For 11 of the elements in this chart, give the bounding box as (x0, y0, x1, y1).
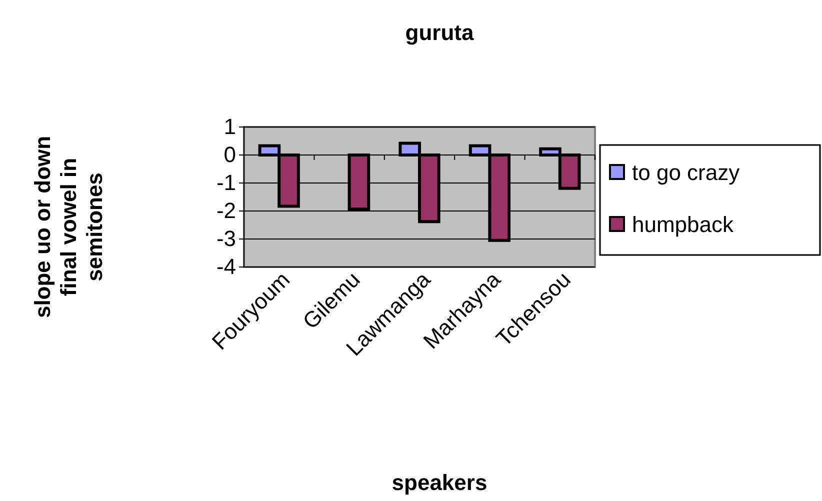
chart-title: guruta (405, 20, 474, 45)
y-tick-label: 0 (224, 142, 236, 168)
y-tick-label: -4 (216, 254, 236, 280)
y-tick-label: -1 (216, 170, 236, 196)
legend-label: to go crazy (632, 160, 740, 185)
y-axis-title: slope uo or down final vowel in semitones (30, 136, 107, 318)
y-tick-label: -2 (216, 198, 236, 224)
legend-label: humpback (632, 212, 735, 237)
x-axis-title: speakers (392, 470, 488, 495)
y-tick-label: 1 (224, 114, 236, 140)
y-tick-label: -3 (216, 226, 236, 252)
